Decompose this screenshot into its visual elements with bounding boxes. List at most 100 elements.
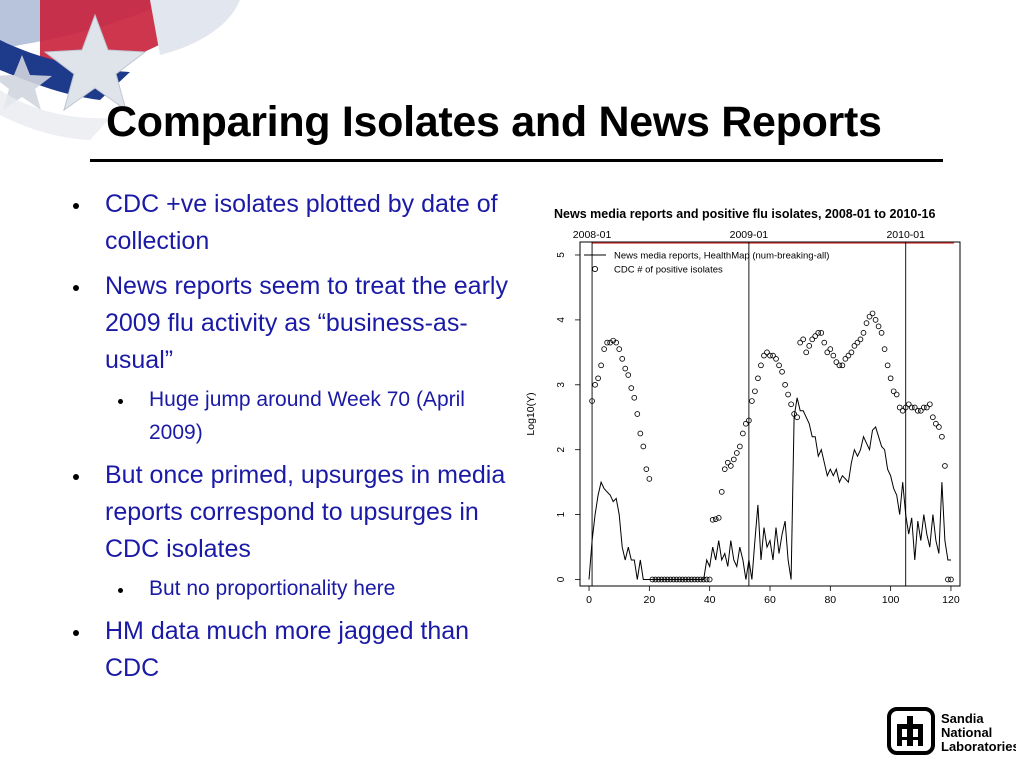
data-point-cdc-isolates [927,401,933,408]
data-point-cdc-isolates [767,352,773,359]
data-point-cdc-isolates [842,356,849,362]
sub-bullet-item: But no proportionality here [70,572,510,605]
data-point-cdc-isolates [875,323,882,330]
chart-title: News media reports and positive flu isol… [554,207,935,221]
data-point-cdc-isolates [589,398,595,404]
data-point-cdc-isolates [770,352,776,359]
bullet-item: HM data much more jagged than CDC [70,613,510,687]
data-point-cdc-isolates [752,388,758,395]
data-point-cdc-isolates [899,407,906,414]
data-point-cdc-isolates [930,414,936,421]
data-point-cdc-isolates [851,343,858,349]
data-point-cdc-isolates [652,576,659,583]
y-tick-label: 2 [556,446,567,452]
data-point-cdc-isolates [812,333,819,339]
data-point-cdc-isolates [776,362,782,369]
bullet-item: But once primed, upsurges in media repor… [70,457,510,568]
data-point-cdc-isolates [821,339,828,346]
data-point-cdc-isolates [948,576,954,583]
data-point-cdc-isolates [661,576,668,583]
data-point-cdc-isolates [670,576,677,583]
data-point-cdc-isolates [613,339,620,346]
data-point-cdc-isolates [628,385,635,391]
data-point-cdc-isolates [697,576,704,583]
data-point-cdc-isolates [854,339,861,346]
x-tick-label: 0 [586,594,592,606]
data-point-cdc-isolates [803,349,810,356]
data-point-cdc-isolates [688,576,695,583]
data-point-cdc-isolates [866,313,873,320]
data-point-cdc-isolates [797,339,803,346]
slide-title: Comparing Isolates and News Reports [106,98,882,146]
data-point-cdc-isolates [718,489,725,495]
data-point-cdc-isolates [646,476,653,482]
data-point-cdc-isolates [682,576,689,583]
date-marker-label: 2008-01 [573,229,612,241]
data-point-cdc-isolates [942,463,948,469]
data-point-cdc-isolates [625,372,632,378]
data-point-cdc-isolates [592,381,598,388]
data-point-cdc-isolates [902,404,909,411]
data-point-cdc-isolates [604,339,610,346]
data-point-cdc-isolates [667,576,674,583]
data-point-cdc-isolates [945,576,951,583]
data-point-cdc-isolates [700,576,707,583]
data-point-cdc-isolates [890,388,897,395]
data-point-cdc-isolates [601,346,607,352]
flu-chart: News media reports and positive flu isol… [525,207,961,606]
data-point-cdc-isolates [758,362,764,369]
data-point-cdc-isolates [634,411,641,417]
data-point-cdc-isolates [806,343,813,349]
data-point-cdc-isolates [598,362,604,369]
data-point-cdc-isolates [839,362,846,369]
x-tick-label: 100 [882,594,900,606]
data-point-cdc-isolates [782,381,788,388]
data-point-cdc-isolates [694,576,701,583]
data-point-cdc-isolates [809,336,816,343]
x-tick-label: 20 [644,594,656,606]
bullet-item: News reports seem to treat the early 200… [70,268,510,379]
data-point-cdc-isolates [836,362,843,369]
data-point-cdc-isolates [857,336,864,343]
data-point-cdc-isolates [761,352,767,359]
y-tick-label: 3 [556,382,567,388]
data-point-cdc-isolates [911,404,918,411]
data-point-cdc-isolates [794,414,800,421]
data-point-cdc-isolates [936,424,942,430]
legend-label: CDC # of positive isolates [614,265,723,276]
data-point-cdc-isolates [908,404,915,411]
data-point-cdc-isolates [691,576,698,583]
data-point-cdc-isolates [893,391,900,398]
chart-legend: News media reports, HealthMap (num-break… [584,251,829,276]
series-line-news-reports [588,397,951,580]
data-point-cdc-isolates [914,407,921,414]
data-point-cdc-isolates [664,576,671,583]
data-point-cdc-isolates [848,349,855,356]
x-tick-label: 120 [942,594,960,606]
x-tick-label: 60 [764,594,776,606]
data-point-cdc-isolates [779,368,785,375]
data-point-cdc-isolates [715,515,722,521]
data-point-cdc-isolates [649,576,656,583]
data-point-cdc-isolates [896,404,903,411]
y-tick-label: 4 [556,317,567,323]
data-point-cdc-isolates [863,320,870,326]
data-point-cdc-isolates [619,356,626,362]
data-point-cdc-isolates [830,352,837,359]
data-point-cdc-isolates [791,411,797,417]
data-point-cdc-isolates [703,576,710,583]
data-point-cdc-isolates [815,330,822,336]
data-point-cdc-isolates [905,401,912,408]
y-tick-label: 0 [556,576,567,582]
data-point-cdc-isolates [869,310,876,317]
y-tick-label: 1 [556,511,567,517]
data-point-cdc-isolates [727,463,734,469]
data-point-cdc-isolates [637,430,644,437]
bullet-list: CDC +ve isolates plotted by date of coll… [70,186,510,695]
data-point-cdc-isolates [595,375,601,382]
date-marker-label: 2010-01 [886,229,925,241]
data-point-cdc-isolates [845,352,852,359]
star-banner-graphic [0,0,240,140]
data-point-cdc-isolates [616,346,623,352]
data-point-cdc-isolates [833,359,840,365]
